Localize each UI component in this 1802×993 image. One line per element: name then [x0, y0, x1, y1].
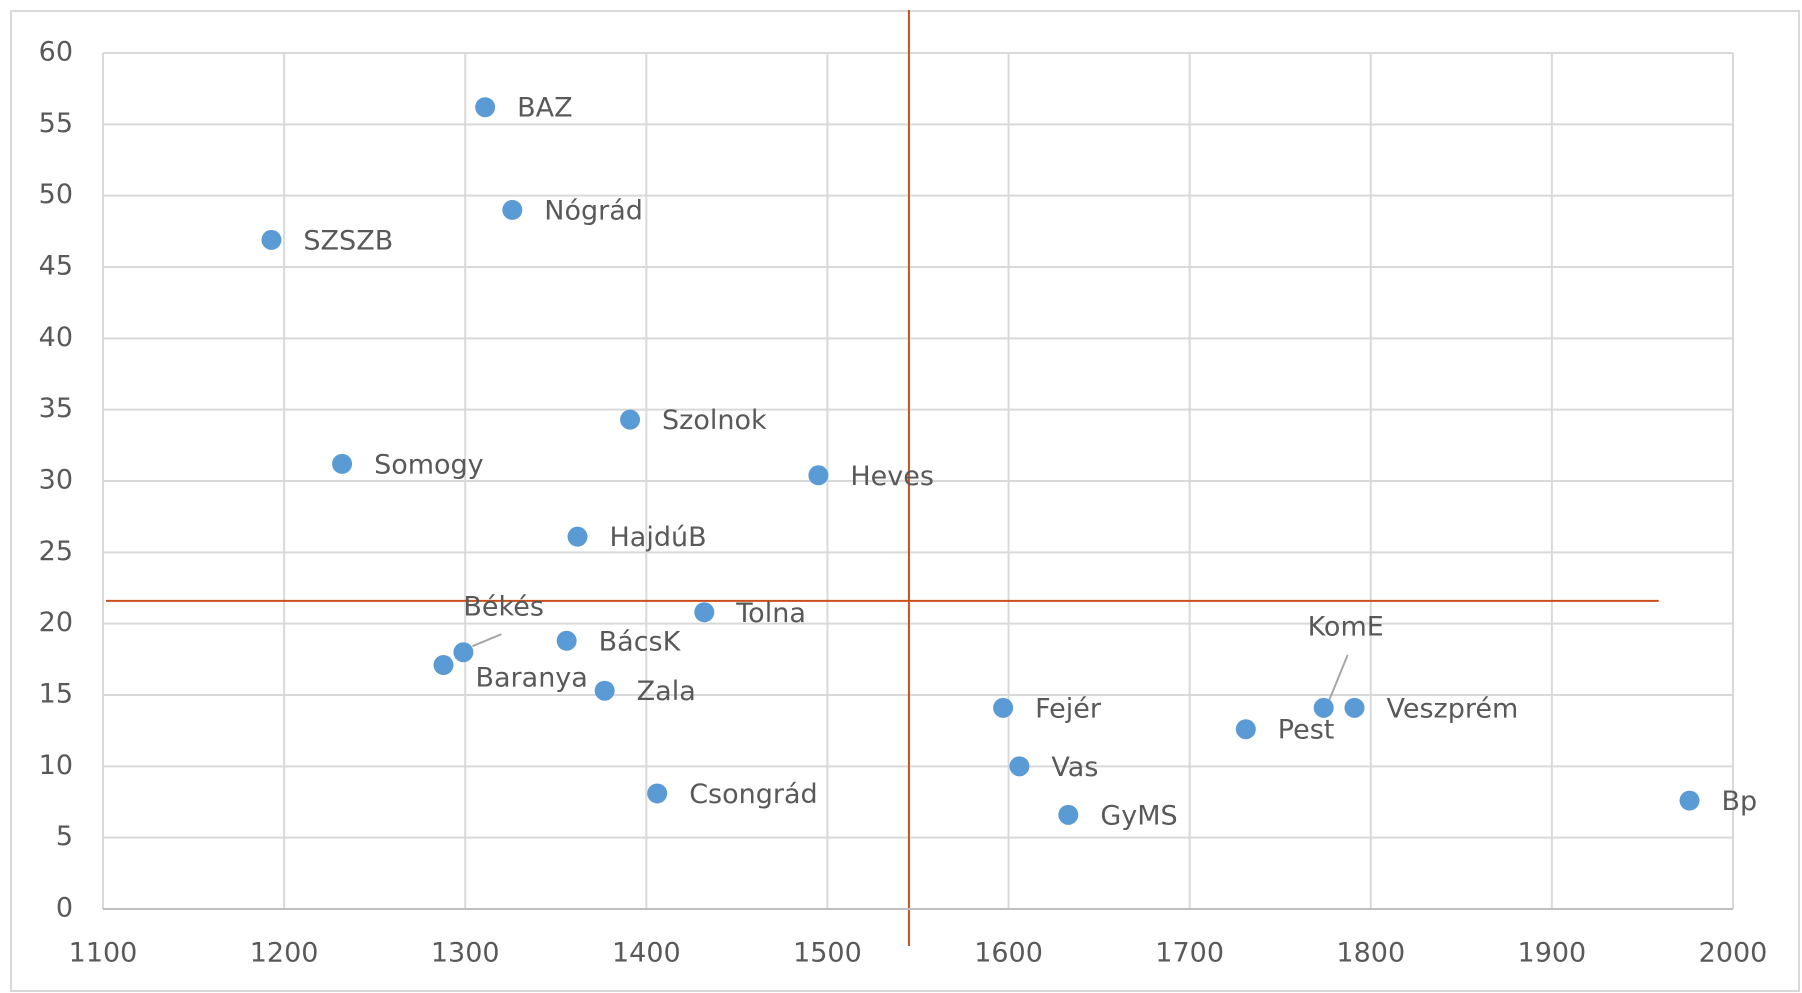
x-tick-label: 1600 — [974, 938, 1043, 969]
y-tick-label: 10 — [39, 750, 73, 781]
point — [594, 680, 615, 701]
point-label: GyMS — [1100, 800, 1177, 831]
y-tick-label: 20 — [39, 607, 73, 638]
point — [1679, 790, 1700, 811]
y-tick-label: 55 — [39, 108, 73, 139]
point — [502, 199, 523, 220]
chart-border — [10, 10, 1800, 992]
point — [1313, 697, 1334, 718]
point — [475, 97, 496, 118]
y-tick-label: 0 — [56, 893, 73, 924]
point-label: KomE — [1308, 611, 1384, 642]
point — [808, 465, 829, 486]
leader-line — [1326, 654, 1349, 705]
point-label: BAZ — [517, 93, 573, 124]
point-label: HajdúB — [610, 522, 707, 553]
y-tick-label: 35 — [39, 393, 73, 424]
point-label: Tolna — [735, 598, 806, 629]
point — [332, 453, 353, 474]
point — [647, 783, 668, 804]
point — [694, 602, 715, 623]
x-tick-label: 1700 — [1155, 938, 1224, 969]
leader-line — [472, 633, 502, 648]
point-label: Pest — [1278, 715, 1335, 746]
point-label: Baranya — [475, 663, 587, 694]
x-tick-label: 1400 — [612, 938, 681, 969]
point-label: Békés — [463, 592, 544, 623]
x-tick-label: 1800 — [1336, 938, 1405, 969]
point — [433, 655, 454, 676]
y-tick-label: 40 — [39, 322, 73, 353]
point-label: Szolnok — [662, 405, 767, 436]
x-tick-label: 1500 — [793, 938, 862, 969]
point-label: SZSZB — [303, 225, 393, 256]
point-label: Bp — [1722, 786, 1758, 817]
y-tick-label: 5 — [56, 821, 73, 852]
point — [1009, 756, 1030, 777]
x-tick-label: 1200 — [250, 938, 319, 969]
point-label: Nógrád — [544, 195, 643, 226]
point — [567, 526, 588, 547]
x-tick-label: 1300 — [431, 938, 500, 969]
point-label: Heves — [850, 461, 934, 492]
point-label: Somogy — [374, 449, 484, 480]
point — [993, 697, 1014, 718]
point-label: Zala — [637, 676, 696, 707]
point-label: Fejér — [1035, 693, 1102, 724]
y-tick-label: 45 — [39, 251, 73, 282]
point — [261, 229, 282, 250]
y-tick-label: 25 — [39, 536, 73, 567]
point-label: Vas — [1051, 752, 1098, 783]
y-tick-label: 50 — [39, 179, 73, 210]
point — [556, 630, 577, 651]
x-tick-label: 1100 — [69, 938, 138, 969]
point — [620, 409, 641, 430]
y-tick-label: 15 — [39, 679, 73, 710]
x-tick-label: 2000 — [1699, 938, 1768, 969]
point-label: BácsK — [599, 626, 682, 657]
point — [1058, 804, 1079, 825]
point-label: Csongrád — [689, 779, 817, 810]
point — [1344, 697, 1365, 718]
point-label: Veszprém — [1386, 693, 1518, 724]
point — [1235, 719, 1256, 740]
y-tick-label: 30 — [39, 465, 73, 496]
x-tick-label: 1900 — [1518, 938, 1587, 969]
point — [453, 642, 474, 663]
y-tick-label: 60 — [39, 37, 73, 68]
